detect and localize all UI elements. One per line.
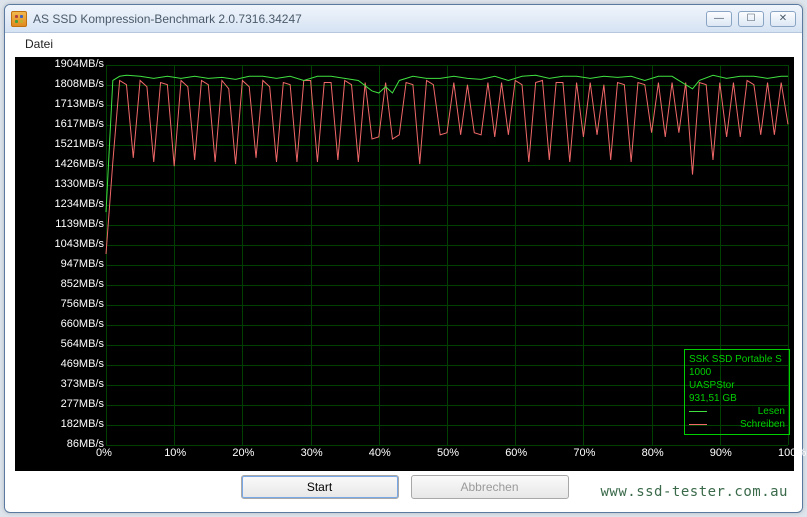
minimize-button[interactable]: — [706, 11, 732, 27]
x-tick-label: 80% [642, 447, 664, 459]
legend-series-write: Schreiben [689, 418, 785, 431]
legend-info-line: UASPStor [689, 379, 785, 392]
window-buttons: — ☐ ✕ [706, 11, 796, 27]
y-tick-label: 660MB/s [61, 318, 104, 330]
legend-label: Lesen [711, 405, 785, 418]
menubar: Datei [5, 33, 802, 55]
app-window: AS SSD Kompression-Benchmark 2.0.7316.34… [4, 4, 803, 513]
y-tick-label: 852MB/s [61, 278, 104, 290]
y-tick-label: 756MB/s [61, 298, 104, 310]
x-tick-label: 10% [164, 447, 186, 459]
y-tick-label: 373MB/s [61, 378, 104, 390]
y-tick-label: 1426MB/s [54, 158, 104, 170]
x-tick-label: 90% [710, 447, 732, 459]
y-tick-label: 1713MB/s [54, 98, 104, 110]
y-tick-label: 947MB/s [61, 258, 104, 270]
y-tick-label: 182MB/s [61, 418, 104, 430]
y-tick-label: 1330MB/s [54, 178, 104, 190]
y-tick-label: 469MB/s [61, 358, 104, 370]
y-tick-label: 1521MB/s [54, 138, 104, 150]
menu-file[interactable]: Datei [19, 35, 59, 53]
legend-info-line: SSK SSD Portable S [689, 353, 785, 366]
x-tick-label: 0% [96, 447, 112, 459]
legend-box: SSK SSD Portable S1000UASPStor931,51 GBL… [684, 349, 790, 435]
x-tick-label: 30% [301, 447, 323, 459]
window-title: AS SSD Kompression-Benchmark 2.0.7316.34… [33, 12, 706, 26]
abort-button[interactable]: Abbrechen [411, 475, 569, 499]
close-button[interactable]: ✕ [770, 11, 796, 27]
app-icon [11, 11, 27, 27]
y-tick-label: 277MB/s [61, 398, 104, 410]
start-button[interactable]: Start [241, 475, 399, 499]
y-tick-label: 564MB/s [61, 338, 104, 350]
x-tick-label: 70% [573, 447, 595, 459]
titlebar[interactable]: AS SSD Kompression-Benchmark 2.0.7316.34… [5, 5, 802, 33]
x-tick-label: 50% [437, 447, 459, 459]
y-tick-label: 1808MB/s [54, 78, 104, 90]
maximize-button[interactable]: ☐ [738, 11, 764, 27]
x-tick-label: 60% [505, 447, 527, 459]
legend-series-read: Lesen [689, 405, 785, 418]
legend-info-line: 1000 [689, 366, 785, 379]
watermark-text: www.ssd-tester.com.au [600, 484, 788, 500]
legend-swatch [689, 411, 707, 412]
legend-label: Schreiben [711, 418, 785, 431]
chart-area: SSK SSD Portable S1000UASPStor931,51 GBL… [15, 57, 794, 471]
x-tick-label: 20% [232, 447, 254, 459]
y-tick-label: 1617MB/s [54, 118, 104, 130]
y-tick-label: 1234MB/s [54, 198, 104, 210]
x-tick-label: 40% [369, 447, 391, 459]
y-tick-label: 1139MB/s [55, 218, 104, 230]
y-tick-label: 1043MB/s [54, 238, 104, 250]
y-tick-label: 1904MB/s [54, 58, 104, 70]
legend-swatch [689, 424, 707, 425]
legend-info-line: 931,51 GB [689, 392, 785, 405]
chart-svg [15, 57, 794, 471]
x-tick-label: 100% [778, 447, 806, 459]
